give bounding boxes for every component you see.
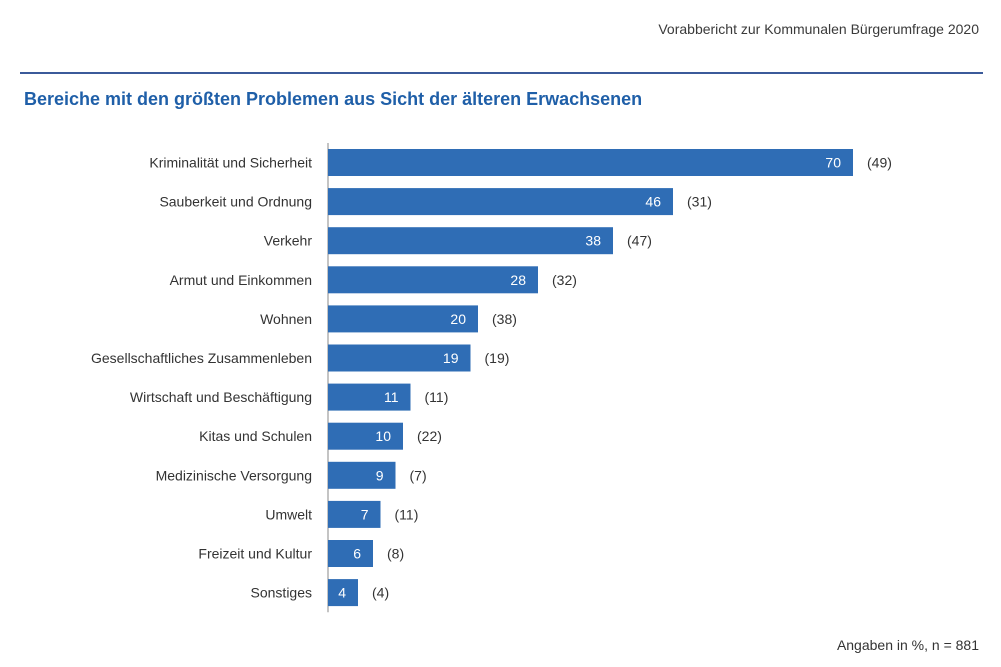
footnote: Angaben in %, n = 881 [836, 637, 979, 653]
bar-value-label: 70 [825, 155, 841, 171]
comparison-value-label: (31) [687, 194, 712, 210]
bar [328, 540, 373, 567]
category-label: Kriminalität und Sicherheit [149, 155, 312, 171]
category-label: Verkehr [264, 233, 313, 249]
comparison-value-label: (32) [552, 272, 577, 288]
category-label: Gesellschaftliches Zusammenleben [91, 350, 312, 366]
category-label: Freizeit und Kultur [198, 546, 312, 562]
comparison-value-label: (38) [492, 311, 517, 327]
bar-value-label: 20 [450, 311, 466, 327]
bar [328, 422, 403, 450]
bar-value-label: 9 [376, 467, 384, 483]
bar-value-label: 11 [384, 389, 399, 405]
category-label: Sauberkeit und Ordnung [159, 194, 312, 210]
report-header-title: Vorabbericht zur Kommunalen Bürgerumfrag… [658, 21, 979, 37]
comparison-value-label: (47) [627, 233, 652, 249]
comparison-value-label: (11) [425, 389, 449, 405]
comparison-value-label: (4) [372, 585, 389, 601]
comparison-value-label: (7) [410, 467, 427, 483]
bar-value-label: 7 [361, 506, 369, 522]
bar-value-label: 38 [585, 233, 601, 249]
bar [328, 188, 673, 216]
bar-value-label: 6 [353, 546, 361, 562]
header-divider [20, 72, 983, 74]
bar [328, 266, 538, 294]
bar-value-label: 19 [443, 350, 459, 366]
chart-title: Bereiche mit den größten Problemen aus S… [24, 89, 643, 109]
bar [328, 227, 613, 255]
bar [328, 500, 381, 528]
category-label: Umwelt [265, 506, 312, 522]
category-label: Wirtschaft und Beschäftigung [130, 389, 312, 405]
bar-value-label: 46 [645, 194, 661, 210]
category-label: Sonstiges [251, 585, 312, 601]
category-label: Armut und Einkommen [170, 272, 312, 288]
bar-value-label: 28 [510, 272, 526, 288]
bar [328, 461, 396, 489]
category-label: Wohnen [260, 311, 312, 327]
comparison-value-label: (49) [867, 155, 892, 171]
comparison-value-label: (11) [395, 506, 419, 522]
bar [328, 383, 411, 411]
category-label: Medizinische Versorgung [156, 467, 312, 483]
comparison-value-label: (8) [387, 546, 404, 562]
bar [328, 305, 478, 333]
bar [328, 149, 853, 176]
comparison-value-label: (22) [417, 428, 442, 444]
comparison-value-label: (19) [485, 350, 510, 366]
bar [328, 579, 358, 607]
bar [328, 344, 471, 372]
bar-value-label: 4 [338, 585, 346, 601]
bar-value-label: 10 [375, 428, 391, 444]
category-label: Kitas und Schulen [199, 428, 312, 444]
